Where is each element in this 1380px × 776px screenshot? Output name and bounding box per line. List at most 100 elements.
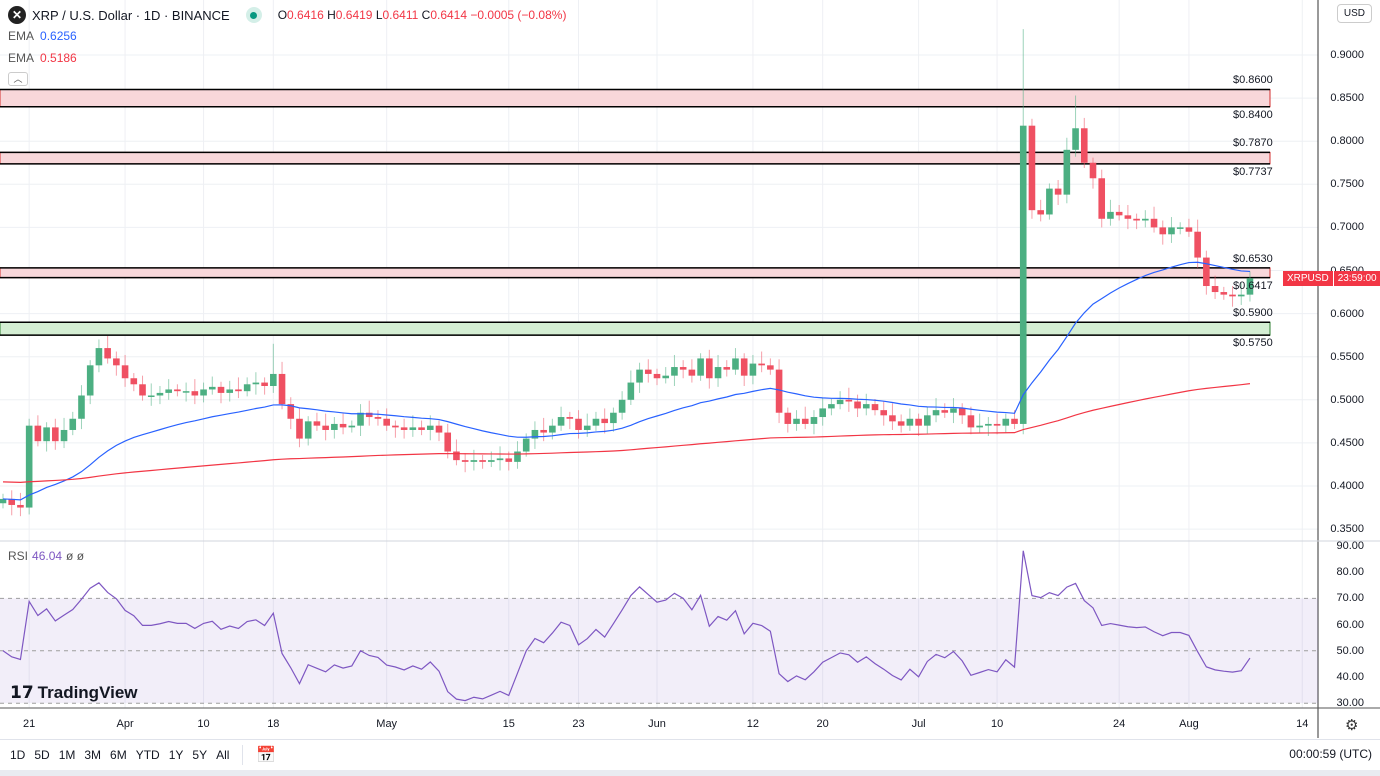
candle-up (1176, 227, 1184, 229)
ema-slow-legend[interactable]: EMA 0.5186 (8, 51, 77, 65)
toolbar-divider (242, 744, 244, 765)
range-3m[interactable]: 3M (84, 747, 102, 762)
range-1m[interactable]: 1M (58, 747, 76, 762)
candle-up (147, 395, 155, 397)
candle-down (8, 498, 16, 505)
settings-gear-icon[interactable]: ⚙ (1345, 717, 1359, 734)
candle-down (435, 425, 443, 433)
candle-down (1133, 218, 1140, 221)
candle-up (243, 384, 251, 392)
rsi-legend[interactable]: RSI 46.04 ø ø (8, 549, 85, 563)
candle-up (1246, 278, 1254, 295)
candle-down (801, 418, 809, 424)
range-6m[interactable]: 6M (110, 747, 127, 762)
candle-down (993, 423, 1001, 426)
candle-down (679, 367, 687, 370)
candle-down (1028, 125, 1036, 211)
candle-down (374, 417, 382, 419)
candle-up (592, 418, 600, 426)
candle-up (627, 382, 635, 400)
rsi-line (2, 550, 1251, 702)
candle-down (767, 365, 774, 370)
candle-down (1080, 128, 1088, 163)
candle-down (130, 378, 138, 385)
collapse-legend-button[interactable]: ︿ (8, 72, 28, 86)
zone-top-label: $0.8600 (1233, 74, 1273, 87)
price-tick-label: 0.5500 (1330, 350, 1364, 363)
candle-down (418, 427, 425, 430)
time-tick-label: 15 (502, 718, 515, 730)
rsi-tick-label: 90.00 (1336, 540, 1364, 552)
candle-down (775, 369, 783, 413)
candle-down (1037, 210, 1044, 215)
range-5d[interactable]: 5D (34, 747, 50, 762)
tradingview-logo: 𝟭𝟳 TradingView (10, 683, 138, 702)
candle-down (601, 418, 608, 424)
candle-up (749, 363, 757, 376)
candle-down (653, 373, 661, 379)
candle-up (60, 429, 68, 442)
zone-support (0, 321, 1271, 336)
price-tick-label: 0.4500 (1330, 436, 1364, 449)
candle-up (522, 438, 530, 452)
candle-up (697, 358, 704, 376)
candle-down (322, 425, 329, 430)
candle-up (906, 418, 914, 426)
candle-down (313, 421, 321, 426)
candle-up (924, 415, 931, 426)
candle-down (575, 418, 582, 430)
price-tick-label: 0.3500 (1330, 523, 1364, 536)
candle-down (1150, 218, 1158, 228)
time-tick-label: 20 (816, 718, 829, 730)
range-all[interactable]: All (216, 747, 230, 762)
candle-up (226, 389, 234, 393)
symbol-title[interactable]: XRP / U.S. Dollar · 1D · BINANCE (32, 7, 230, 23)
candle-down (296, 418, 303, 439)
range-5y[interactable]: 5Y (192, 747, 208, 762)
zone-resistance (0, 151, 1271, 165)
candle-up (488, 460, 495, 462)
utc-clock[interactable]: 00:00:59 (UTC) (1289, 747, 1372, 761)
range-toolbar: 1D 5D 1M 3M 6M YTD 1Y 5Y All 📅 (0, 739, 1380, 769)
currency-button[interactable]: USD (1336, 4, 1372, 23)
candle-up (932, 410, 940, 416)
goto-date-calendar-icon[interactable]: 📅 (256, 746, 277, 764)
price-tick-label: 0.7000 (1330, 221, 1364, 234)
rsi-tick-label: 60.00 (1336, 618, 1364, 631)
candle-up (200, 389, 207, 396)
candle-up (819, 408, 826, 418)
candle-up (549, 425, 556, 433)
range-1d[interactable]: 1D (10, 747, 26, 762)
candle-up (304, 421, 312, 439)
candle-down (479, 460, 486, 462)
candle-down (1229, 294, 1236, 297)
candle-up (836, 399, 844, 405)
candle-down (17, 504, 24, 508)
candle-up (671, 367, 678, 376)
candle-up (1237, 294, 1245, 297)
symbol-legend: ✕ XRP / U.S. Dollar · 1D · BINANCE O0.64… (8, 6, 566, 24)
candle-up (976, 425, 983, 428)
time-tick-label: 23 (572, 718, 585, 730)
candle-down (339, 423, 347, 428)
candle-up (1019, 125, 1027, 424)
range-ytd[interactable]: YTD (135, 747, 160, 762)
candle-up (514, 451, 521, 462)
candle-down (191, 391, 199, 396)
candle-down (365, 412, 373, 418)
candle-up (531, 429, 539, 439)
candle-down (854, 401, 861, 409)
candle-down (1194, 231, 1201, 258)
zone-top-label: $0.5900 (1233, 307, 1273, 320)
candle-up (1142, 218, 1149, 221)
range-1y[interactable]: 1Y (168, 747, 184, 762)
candle-down (34, 425, 42, 442)
price-chart[interactable] (0, 0, 1380, 738)
candle-down (139, 384, 146, 396)
candle-up (618, 399, 626, 413)
candle-up (25, 425, 33, 508)
candle-up (78, 395, 85, 419)
ema-fast-legend[interactable]: EMA 0.6256 (8, 29, 77, 43)
zone-top-label: $0.6530 (1233, 252, 1273, 265)
candle-down (958, 408, 966, 416)
